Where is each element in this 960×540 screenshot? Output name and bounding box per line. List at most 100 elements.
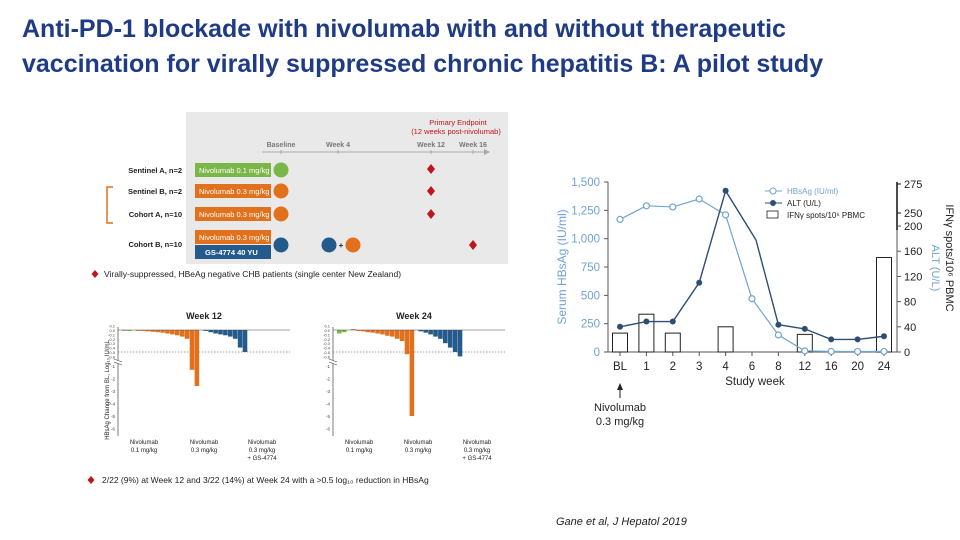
waterfall-bar [203, 330, 209, 331]
waterfall-bar [360, 330, 366, 332]
ifn-axis-label: IFNγ spots/10⁶ PBMC [943, 204, 955, 311]
waterfall-bar [208, 330, 213, 333]
legend-ifn-label: IFNγ spots/10⁶ PBMC [787, 211, 865, 220]
waterfall-bar [341, 330, 347, 333]
hbsag-series [616, 195, 888, 356]
legend-hbsag-label: HBsAg (IU/ml) [787, 187, 838, 196]
legend-alt-label: ALT (U/L) [787, 199, 821, 208]
endpoint-diamond [427, 209, 435, 219]
waterfall-tick-label: -1 [326, 364, 330, 369]
waterfall-tick-label: -5 [111, 414, 115, 419]
timepoint-week-16: Week 16 [459, 142, 487, 149]
treatment-bar-sentinel-a [195, 163, 271, 177]
waterfall-bar [218, 330, 223, 335]
population-note: Virally-suppressed, HBeAg negative CHB p… [104, 269, 401, 279]
waterfall-bar [175, 330, 180, 336]
waterfall-bar [394, 330, 400, 339]
hbsag-tick-label: 250 [581, 319, 600, 331]
alt-point [669, 318, 676, 325]
cohort-label-sentinel-b: Sentinel B, n=2 [128, 187, 182, 196]
waterfall-bar [447, 330, 453, 348]
ifn-bar [717, 326, 734, 353]
waterfall-bar [232, 330, 238, 339]
citation: Gane et al, J Hepatol 2019 [556, 516, 687, 528]
group-label-line: + GS-4774 [462, 456, 492, 462]
plus-sign: + [339, 241, 344, 250]
ifn-tick-label: 120 [904, 271, 922, 283]
primary-endpoint-subtitle: (12 weeks post-nivolumab) [411, 127, 501, 136]
waterfall-bar [223, 330, 228, 336]
alt-tick-label: 275 [904, 179, 922, 191]
treatment-label-sentinel-b: Nivolumab 0.3 mg/kg [199, 187, 269, 196]
waterfall-tick-label: 0.0 [324, 328, 330, 333]
waterfall-tick-label: -0.5 [108, 350, 116, 355]
group-label-line: Nivolumab [130, 440, 159, 446]
waterfall-bar [189, 330, 195, 370]
waterfall-tick-label: -6 [326, 427, 330, 432]
alt-point [854, 336, 861, 343]
waterfall-bar [423, 330, 428, 333]
ifn-ticks: 200 160 120 80 40 0 [897, 221, 922, 359]
waterfall-bar [457, 330, 463, 357]
alt-line-bridge [755, 239, 780, 325]
week-ticks: BL 1 2 3 4 6 8 12 16 20 24 [613, 352, 891, 373]
week-tick-label: 16 [825, 361, 838, 373]
endpoint-diamond [469, 240, 477, 250]
waterfall-tick-label: -0.3 [323, 341, 331, 346]
nivolumab-annotation: Nivolumab 0.3 mg/kg [594, 383, 646, 428]
waterfall-tick-label: -0.4 [108, 346, 116, 351]
dose-dot-baseline [273, 206, 289, 222]
alt-point [881, 333, 887, 340]
waterfall-ticks: 0.10.0-0.1-0.2-0.3-0.4-0.5-0.6 -1 -2 -3 -4 -5… [323, 324, 331, 432]
waterfall-panel-week-12: Week 12 0.10.0-0.1-0.2-0.3-0.4-0.5-0.6 -1… [108, 311, 290, 462]
hbsag-tick-label: 0 [594, 347, 600, 359]
hbsag-line [619, 198, 884, 353]
annotation-arrow-head [617, 383, 623, 390]
waterfall-tick-label: 0.0 [109, 328, 115, 333]
waterfall-tick-label: -0.2 [108, 337, 116, 342]
alt-point [722, 187, 729, 194]
annotation-line-1: Nivolumab [594, 402, 646, 414]
vaccine-label-cohort-b: GS-4774 40 YU [205, 248, 258, 257]
waterfall-bar [155, 330, 160, 333]
hbsag-tick-label: 1,000 [571, 234, 600, 246]
week-tick-label: 24 [878, 361, 891, 373]
hbsag-point [774, 331, 783, 339]
legend-alt-marker [770, 200, 776, 206]
endpoint-diamond [427, 164, 435, 174]
ifn-bar [638, 313, 655, 353]
waterfall-tick-label: -0.1 [108, 332, 116, 337]
dose-dot-baseline [273, 162, 289, 178]
group-label-line: 0.1 mg/kg [346, 448, 372, 454]
waterfall-bar [135, 330, 141, 331]
week-tick-label: 8 [775, 361, 781, 373]
axis-break [112, 358, 124, 366]
waterfall-bar [170, 330, 175, 335]
axis-break-mark [113, 358, 123, 363]
cohort-bracket [106, 186, 113, 224]
week-tick-label: 20 [851, 361, 864, 373]
note-diamond [91, 270, 99, 278]
waterfall-tick-label: -3 [111, 389, 115, 394]
alt-axis-label: ALT (U/L) [929, 245, 941, 292]
group-label-line: 0.3 mg/kg [191, 448, 217, 454]
waterfall-bar [355, 330, 361, 331]
waterfall-bar [409, 330, 415, 416]
waterfall-bar [160, 330, 165, 333]
waterfall-bar [443, 330, 448, 344]
legend-ifn-swatch [766, 210, 779, 219]
ifn-bar [664, 332, 681, 353]
ifn-bars [612, 257, 892, 353]
x-axis-label: Study week [725, 376, 785, 388]
waterfall-bar [140, 330, 146, 331]
waterfall-bar [165, 330, 170, 334]
waterfall-bar [122, 330, 127, 331]
waterfall-ticks: 0.10.0-0.1-0.2-0.3-0.4-0.5-0.6 -1 -2 -3 -4 -5… [108, 324, 116, 432]
waterfall-title-week-12: Week 12 [186, 311, 222, 321]
slide-title-line-1: Anti-PD-1 blockade with nivolumab with a… [22, 15, 786, 43]
group-label-line: Nivolumab [404, 440, 433, 446]
annotation-line-2: 0.3 mg/kg [596, 416, 644, 428]
waterfall-tick-label: -0.6 [323, 354, 331, 359]
